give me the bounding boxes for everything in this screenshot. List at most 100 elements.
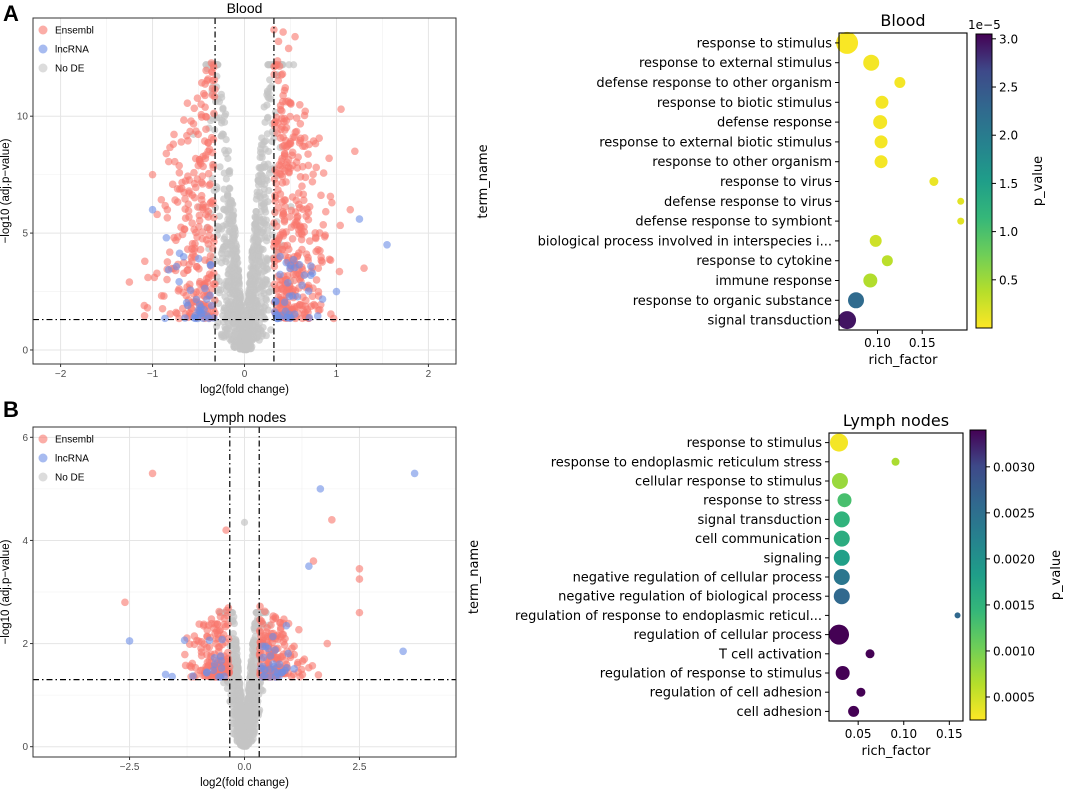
term-label: regulation of cellular process bbox=[634, 628, 823, 643]
no-de-point bbox=[261, 180, 269, 189]
no-de-point bbox=[244, 718, 252, 727]
lncrna-point bbox=[410, 469, 419, 478]
ensembl-point bbox=[284, 44, 293, 53]
ensembl-point bbox=[207, 198, 215, 206]
ensembl-point bbox=[222, 606, 231, 615]
ensembl-point bbox=[282, 178, 290, 186]
ensembl-point bbox=[311, 139, 320, 148]
ensembl-point bbox=[321, 207, 330, 216]
ensembl-point bbox=[299, 190, 308, 199]
legend-swatch bbox=[38, 453, 48, 463]
term-point bbox=[831, 473, 848, 489]
lncrna-point bbox=[175, 277, 183, 286]
ensembl-point bbox=[286, 99, 294, 107]
lncrna-point bbox=[200, 306, 208, 314]
no-de-point bbox=[243, 733, 252, 741]
term-label: defense response to virus bbox=[664, 195, 832, 210]
colorbar-multiplier: 1e−5 bbox=[968, 18, 1001, 32]
lncrna-point bbox=[259, 653, 268, 662]
no-de-point bbox=[259, 172, 267, 180]
term-label: defense response bbox=[717, 116, 832, 131]
no-de-point bbox=[261, 199, 269, 207]
ensembl-point bbox=[198, 228, 207, 236]
y-tick-label: 5 bbox=[22, 229, 28, 240]
lncrna-point bbox=[293, 292, 302, 301]
legend-label: Ensembl bbox=[55, 435, 94, 446]
term-point bbox=[836, 31, 859, 54]
colorbar-tick-label: 0.0020 bbox=[993, 552, 1035, 566]
ensembl-point bbox=[298, 245, 306, 254]
ensembl-point bbox=[279, 209, 288, 218]
x-tick-label: 0.05 bbox=[845, 727, 872, 741]
ensembl-point bbox=[193, 94, 202, 102]
ensembl-point bbox=[191, 183, 200, 192]
lncrna-point bbox=[281, 307, 290, 316]
ensembl-point bbox=[216, 626, 224, 634]
no-de-point bbox=[259, 323, 267, 332]
no-de-point bbox=[230, 320, 239, 328]
plot-border bbox=[828, 432, 964, 722]
term-label: response to biotic stimulus bbox=[657, 96, 832, 111]
legend: Ensembl lncRNA No DE bbox=[38, 434, 94, 484]
lncrna-point bbox=[191, 314, 200, 323]
ensembl-point bbox=[203, 223, 212, 232]
ensembl-point bbox=[355, 575, 364, 583]
term-label: signal transduction bbox=[697, 513, 822, 528]
no-de-point bbox=[248, 253, 256, 261]
lncrna-point bbox=[300, 271, 309, 279]
ensembl-point bbox=[328, 516, 336, 524]
ensembl-point bbox=[300, 655, 309, 663]
no-de-point bbox=[247, 661, 255, 669]
volcano-blood-chart: −2 −1 0 1 2 0 5 10 Blood log2(fold change) −log10 … bbox=[0, 0, 457, 396]
lncrna-point bbox=[265, 665, 274, 674]
x-tick-label: −2.5 bbox=[120, 762, 140, 773]
volcano-lymph-chart: −2.5 0.0 2.5 0 2 4 6 Lymph nodes log2(fold chang… bbox=[0, 409, 457, 789]
no-de-point bbox=[215, 223, 223, 231]
ensembl-point bbox=[293, 164, 302, 172]
no-de-point bbox=[260, 103, 268, 111]
lncrna-point bbox=[207, 301, 216, 310]
no-de-point bbox=[249, 713, 257, 721]
term-label: biological process involved in interspec… bbox=[538, 234, 832, 249]
ensembl-point bbox=[256, 602, 264, 611]
no-de-point bbox=[248, 321, 256, 329]
colorbar-tick-label: 2.0 bbox=[999, 129, 1018, 143]
ensembl-point bbox=[160, 292, 168, 300]
ensembl-point bbox=[283, 142, 292, 150]
no-de-point bbox=[227, 221, 235, 229]
no-de-point bbox=[220, 679, 228, 687]
term-label: response to stress bbox=[703, 494, 822, 509]
lncrna-point bbox=[181, 314, 189, 322]
ensembl-point bbox=[292, 114, 301, 122]
no-de-point bbox=[237, 703, 245, 712]
no-de-point bbox=[256, 252, 265, 260]
no-de-point bbox=[262, 294, 270, 303]
ensembl-point bbox=[319, 220, 328, 229]
ensembl-point bbox=[207, 285, 216, 293]
ensembl-point bbox=[296, 172, 305, 181]
x-tick-label: −2 bbox=[55, 369, 67, 380]
ensembl-point bbox=[183, 99, 192, 108]
ensembl-point bbox=[286, 213, 294, 221]
lncrna-point bbox=[289, 255, 298, 264]
ensembl-point bbox=[204, 169, 213, 178]
ensembl-point bbox=[304, 215, 313, 224]
term-label: cell adhesion bbox=[736, 705, 822, 720]
term-point bbox=[830, 433, 849, 452]
chart-title: Blood bbox=[227, 0, 263, 16]
lncrna-point bbox=[217, 664, 226, 672]
no-de-point bbox=[254, 176, 262, 185]
ensembl-point bbox=[314, 264, 323, 273]
panel-letter-b: B bbox=[3, 397, 19, 422]
lncrna-point bbox=[182, 298, 191, 307]
ensembl-point bbox=[169, 140, 178, 148]
ensembl-point bbox=[194, 130, 202, 139]
lncrna-point bbox=[399, 647, 407, 656]
ensembl-point bbox=[175, 161, 184, 170]
lncrna-point bbox=[304, 287, 313, 295]
legend-label: No DE bbox=[55, 473, 85, 484]
no-de-point bbox=[240, 343, 249, 351]
no-de-point bbox=[246, 291, 254, 299]
no-de-point bbox=[249, 679, 257, 687]
ensembl-point bbox=[326, 192, 335, 201]
